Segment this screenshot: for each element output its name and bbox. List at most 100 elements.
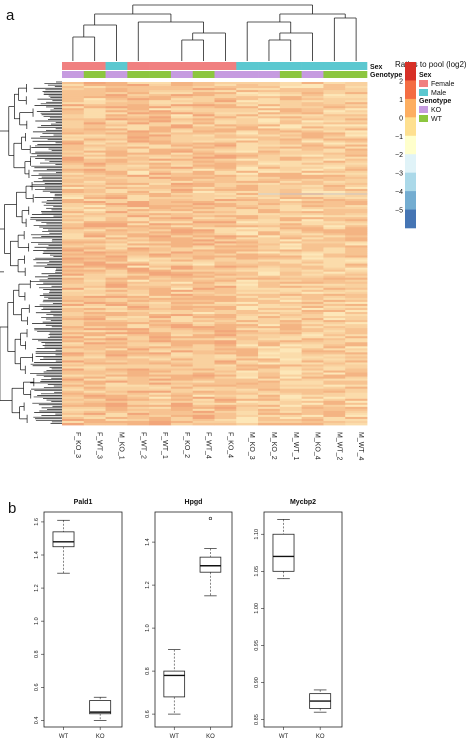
heatmap-cell — [62, 182, 85, 186]
heatmap-cell — [192, 344, 215, 347]
heatmap-cell — [170, 360, 194, 363]
heatmap-cell — [214, 235, 237, 238]
heatmap-cell — [105, 376, 128, 379]
heatmap-cell — [345, 374, 368, 377]
heatmap-cell — [345, 235, 368, 238]
heatmap-cell — [214, 247, 237, 250]
heatmap-cell — [279, 374, 303, 377]
heatmap-cell — [192, 174, 215, 178]
heatmap-cell — [127, 88, 150, 91]
heatmap-cell — [214, 291, 237, 295]
heatmap-cell — [258, 152, 281, 156]
heatmap-cell — [323, 197, 346, 200]
heatmap-cell — [258, 124, 281, 127]
heatmap-cell — [62, 211, 85, 214]
heatmap-cell — [301, 303, 324, 307]
heatmap-cell — [83, 265, 106, 269]
heatmap-cell — [127, 358, 150, 361]
heatmap-cell — [236, 344, 259, 347]
heatmap-cell — [170, 332, 194, 335]
box — [163, 670, 186, 698]
heatmap-cell — [214, 283, 237, 287]
heatmap-cell — [62, 124, 85, 127]
heatmap-cell — [170, 158, 194, 162]
heatmap-cell — [62, 420, 85, 424]
heatmap-cell — [345, 307, 368, 311]
heatmap-cell — [301, 267, 324, 271]
heatmap-cell — [83, 326, 106, 329]
heatmap-cell — [301, 291, 324, 295]
heatmap-cell — [62, 172, 85, 176]
heatmap-cell — [301, 275, 324, 279]
heatmap-cell — [301, 356, 324, 359]
heatmap-cell — [170, 237, 194, 240]
heatmap-cell — [149, 380, 172, 384]
heatmap-cell — [279, 205, 303, 208]
heatmap-cell — [258, 225, 281, 228]
heatmap-cell — [170, 398, 194, 402]
heatmap-cell — [279, 293, 303, 297]
heatmap-cell — [149, 406, 172, 410]
color-scale-tick: −1 — [395, 134, 403, 141]
heatmap-cell — [258, 84, 281, 87]
heatmap-cell — [192, 126, 215, 129]
heatmap-cell — [323, 142, 346, 145]
heatmap-cell — [236, 374, 259, 377]
heatmap-cell — [83, 267, 106, 271]
heatmap-cell — [236, 352, 259, 355]
heatmap-cell — [323, 112, 346, 115]
heatmap-cell — [214, 227, 237, 230]
heatmap-cell — [214, 340, 237, 343]
x-tick-label: WT — [170, 734, 180, 740]
heatmap-cell — [214, 301, 237, 305]
heatmap-cell — [236, 301, 259, 305]
heatmap-cell — [279, 336, 303, 339]
heatmap-cell — [258, 132, 281, 135]
heatmap-cell — [127, 190, 150, 194]
heatmap-cell — [214, 263, 237, 267]
heatmap-cell — [301, 188, 324, 192]
heatmap-cell — [105, 259, 128, 262]
heatmap-cell — [258, 299, 281, 303]
heatmap-cell — [345, 217, 368, 220]
heatmap-cell — [170, 180, 194, 184]
heatmap-cell — [170, 271, 194, 275]
heatmap-cell — [236, 328, 259, 331]
heatmap-cell — [323, 342, 346, 345]
heatmap-cell — [258, 285, 281, 289]
heatmap-cell — [170, 273, 194, 277]
heatmap-cell — [62, 279, 85, 283]
heatmap-cell — [149, 291, 172, 295]
heatmap-cell — [62, 340, 85, 343]
heatmap-cell — [127, 243, 150, 246]
heatmap-cell — [258, 358, 281, 361]
heatmap-cell — [149, 170, 172, 174]
heatmap-cell — [105, 116, 128, 119]
heatmap-cell — [170, 322, 194, 325]
heatmap-cell — [83, 360, 106, 363]
heatmap-cell — [214, 251, 237, 254]
heatmap-cell — [323, 376, 346, 379]
box — [89, 700, 112, 715]
heatmap-cell — [149, 259, 172, 262]
heatmap-cell — [105, 372, 128, 375]
heatmap-cell — [127, 207, 150, 210]
heatmap-cell — [83, 398, 106, 402]
heatmap-cell — [127, 370, 150, 373]
heatmap-cell — [62, 209, 85, 212]
heatmap-cell — [214, 215, 237, 218]
heatmap-cell — [258, 156, 281, 160]
heatmap-cell — [149, 366, 172, 369]
heatmap-cell — [258, 247, 281, 250]
heatmap-cell — [105, 273, 128, 277]
heatmap-cell — [192, 382, 215, 386]
heatmap-cell — [127, 340, 150, 343]
sex-cell — [345, 62, 368, 70]
heatmap-cell — [236, 320, 259, 323]
heatmap-cell — [214, 190, 237, 194]
heatmap-cell — [127, 176, 150, 180]
heatmap-cell — [236, 247, 259, 250]
heatmap-cell — [149, 235, 172, 238]
heatmap-cell — [149, 289, 172, 293]
